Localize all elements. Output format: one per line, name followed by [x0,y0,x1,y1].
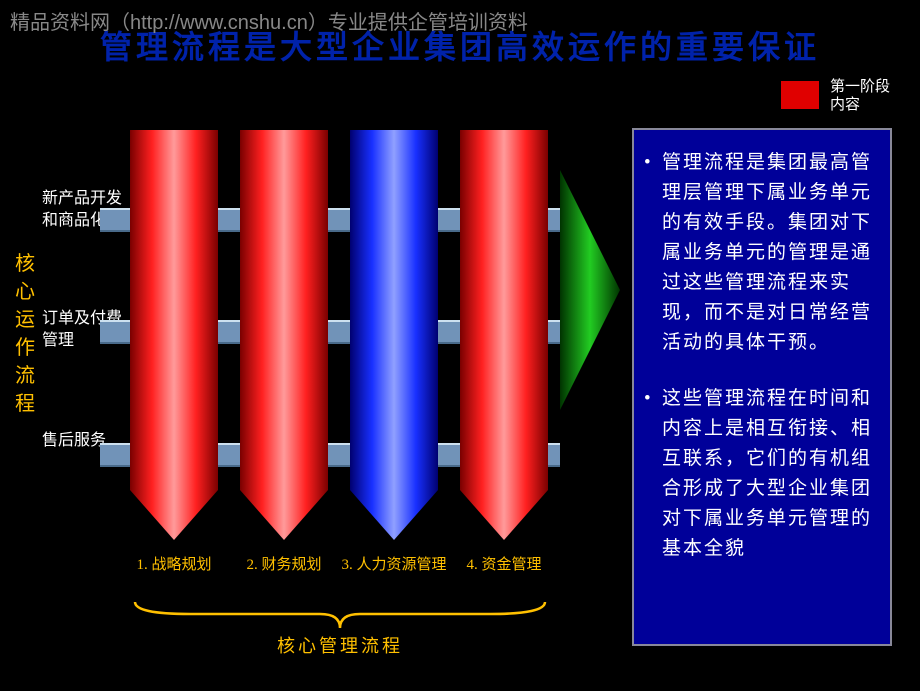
pillar-arrow [130,130,218,540]
pillar-arrow [350,130,438,540]
legend-color-box [780,80,820,110]
left-vertical-label: 核心运作流程 [14,250,36,418]
watermark-text: 精品资料网（http://www.cnshu.cn）专业提供企管培训资料 [10,6,528,35]
legend-line1: 第一阶段 [830,79,890,95]
legend-text: 第一阶段 内容 [830,78,910,114]
panel-bullet: 这些管理流程在时间和内容上是相互衔接、相互联系，它们的有机组合形成了大型企业集团… [662,384,876,564]
brace-icon [130,600,550,630]
pillar-label: 2. 财务规划 [229,555,339,575]
pillar-label: 4. 资金管理 [449,555,559,575]
pillar-arrow [240,130,328,540]
side-panel: 管理流程是集团最高管理层管理下属业务单元的有效手段。集团对下属业务单元的管理是通… [632,128,892,646]
green-arrow-icon [560,170,620,410]
pillars-region [130,130,550,540]
panel-bullet: 管理流程是集团最高管理层管理下属业务单元的有效手段。集团对下属业务单元的管理是通… [662,148,876,358]
brace-label: 核心管理流程 [130,632,550,658]
pillar-arrow [460,130,548,540]
pillar-label: 3. 人力资源管理 [339,555,449,575]
legend-line2: 内容 [830,97,860,113]
pillar-label: 1. 战略规划 [119,555,229,575]
